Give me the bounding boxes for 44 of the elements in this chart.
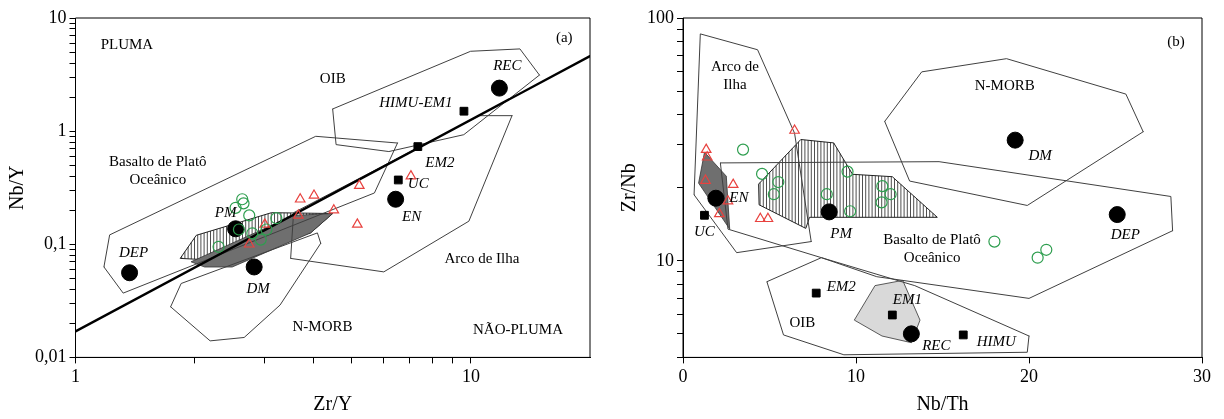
annotation: OIB xyxy=(319,70,346,87)
annotation: UC xyxy=(407,174,430,191)
x-axis-title: Nb/Th xyxy=(916,392,969,415)
x-tick-label: 10 xyxy=(461,365,480,386)
annotation: EN xyxy=(728,189,750,206)
annotation: EM2 xyxy=(825,278,857,295)
x-tick-label: 0 xyxy=(678,365,688,386)
y-tick-label: 10 xyxy=(48,6,67,27)
annotation: N-MORB xyxy=(974,76,1035,93)
annotation: DEP xyxy=(117,243,149,260)
annotation: Arco de Ilha xyxy=(710,57,760,92)
y-tick-label: 100 xyxy=(647,6,674,27)
annotation: Basalto de Platô Oceânico xyxy=(883,230,981,265)
annotation: PLUMA xyxy=(100,36,154,53)
x-tick-label: 20 xyxy=(1020,365,1038,386)
x-tick-label: 1 xyxy=(71,365,80,386)
annotation: (a) xyxy=(555,29,573,47)
annotation: DM xyxy=(1027,147,1054,164)
annotation: PM xyxy=(829,224,854,241)
y-axis-title: Nb/Y xyxy=(5,165,28,210)
annotation: PM xyxy=(213,203,238,220)
annotation: REC xyxy=(492,57,523,74)
annotation: OIB xyxy=(789,314,816,331)
x-tick-label: 10 xyxy=(847,365,865,386)
annotation: NÃO-PLUMA xyxy=(472,321,564,338)
annotation: HIMU-EM1 xyxy=(378,94,453,111)
annotation: (b) xyxy=(1167,32,1185,50)
annotation: HIMU xyxy=(975,332,1017,349)
x-tick-label: 30 xyxy=(1193,365,1211,386)
annotation: REC xyxy=(921,336,952,353)
annotation: EM2 xyxy=(424,153,455,170)
y-tick-label: 1 xyxy=(57,119,67,140)
y-tick-label: 0,01 xyxy=(35,346,67,367)
annotation: N-MORB xyxy=(292,317,353,334)
annotation: DEP xyxy=(1109,225,1140,242)
y-tick-label: 0,1 xyxy=(44,233,67,253)
annotation: UC xyxy=(694,223,716,240)
x-axis-title: Zr/Y xyxy=(313,392,353,415)
annotation: Arco de Ilha xyxy=(444,249,520,266)
y-axis-title: Zr/Nb xyxy=(617,163,640,213)
annotation: Basalto de Platô Oceânico xyxy=(109,152,207,187)
annotation: EN xyxy=(401,208,423,225)
annotation: DM xyxy=(245,279,272,296)
annotation: EM1 xyxy=(891,290,922,307)
